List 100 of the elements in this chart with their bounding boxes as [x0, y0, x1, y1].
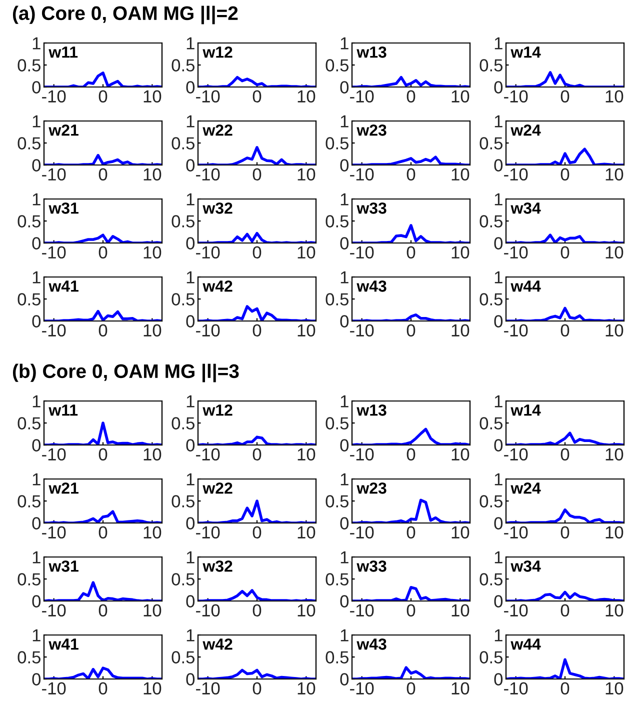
y-tick-label: 1 — [340, 193, 348, 206]
text: (a) Core 0, OAM MG |l|=2 — [12, 6, 238, 24]
x-tick-label: -10 — [42, 90, 66, 103]
x-tick-label: 10 — [298, 604, 316, 617]
y-tick-label: 1 — [340, 395, 348, 408]
x-tick-label: -10 — [196, 246, 220, 259]
y-tick-label: 1 — [186, 473, 194, 486]
y-tick-label: 0.5 — [326, 137, 348, 150]
y-tick-label: 1 — [32, 629, 40, 642]
y-tick-label: 0.5 — [326, 59, 348, 72]
y-tick-label: 0 — [494, 159, 503, 172]
x-tick-label: 0 — [406, 526, 416, 539]
x-tick-label: 10 — [452, 526, 470, 539]
x-tick-label: 10 — [606, 448, 624, 461]
chart-title: w31 — [48, 560, 78, 572]
x-tick-label: -10 — [42, 168, 66, 181]
chart-title: w24 — [510, 482, 541, 494]
chart-title: w24 — [510, 124, 541, 136]
x-tick-label: 10 — [144, 90, 162, 103]
chart-title: w11 — [48, 404, 78, 416]
x-tick-label: 10 — [452, 682, 470, 695]
x-tick-label: 10 — [144, 448, 162, 461]
y-tick-label: 1 — [32, 551, 40, 564]
y-tick-label: 0.5 — [172, 137, 194, 150]
chart-title: w23 — [356, 124, 386, 136]
x-tick-label: -10 — [504, 448, 528, 461]
y-tick-label: 0.5 — [18, 137, 40, 150]
x-tick-label: 10 — [606, 168, 624, 181]
y-tick-label: 0 — [494, 673, 503, 686]
x-tick-label: 10 — [144, 246, 162, 259]
chart-title: w33 — [356, 560, 386, 572]
x-tick-label: 0 — [406, 604, 416, 617]
chart-title: w22 — [202, 482, 232, 494]
x-tick-label: 10 — [144, 682, 162, 695]
x-tick-label: 0 — [252, 682, 262, 695]
x-tick-label: 10 — [606, 324, 624, 337]
y-tick-label: 0 — [494, 595, 503, 608]
y-tick-label: 1 — [494, 115, 502, 128]
y-tick-label: 0 — [186, 595, 195, 608]
x-tick-label: 0 — [98, 168, 108, 181]
x-tick-label: -10 — [350, 682, 374, 695]
y-tick-label: 0.5 — [326, 215, 348, 228]
y-tick-label: 0.5 — [480, 293, 502, 306]
y-tick-label: 0 — [186, 237, 195, 250]
y-tick-label: 0 — [32, 237, 41, 250]
y-tick-label: 1 — [494, 37, 502, 50]
x-tick-label: 10 — [606, 526, 624, 539]
chart-title: w41 — [48, 280, 78, 292]
y-tick-label: 0.5 — [326, 417, 348, 430]
x-tick-label: -10 — [42, 526, 66, 539]
x-tick-label: 0 — [98, 448, 108, 461]
y-tick-label: 0 — [494, 439, 503, 452]
x-tick-label: -10 — [504, 246, 528, 259]
x-tick-label: 10 — [452, 324, 470, 337]
x-tick-label: -10 — [504, 604, 528, 617]
y-tick-label: 0 — [32, 159, 41, 172]
y-tick-label: 0 — [340, 517, 349, 530]
x-tick-label: 0 — [560, 448, 570, 461]
chart-title: w14 — [510, 404, 541, 416]
x-tick-label: -10 — [504, 168, 528, 181]
x-tick-label: 0 — [560, 324, 570, 337]
x-tick-label: 10 — [298, 682, 316, 695]
x-tick-label: 0 — [560, 682, 570, 695]
y-tick-label: 1 — [32, 271, 40, 284]
chart-title: w13 — [356, 404, 386, 416]
x-tick-label: -10 — [196, 448, 220, 461]
y-tick-label: 0.5 — [480, 573, 502, 586]
chart-title: w42 — [202, 638, 232, 650]
x-tick-label: 0 — [98, 90, 108, 103]
chart-title: w21 — [48, 124, 78, 136]
x-tick-label: 0 — [252, 90, 262, 103]
chart-title: w34 — [510, 202, 541, 214]
x-tick-label: -10 — [196, 90, 220, 103]
y-tick-label: 0.5 — [480, 417, 502, 430]
chart-title: w43 — [356, 638, 386, 650]
x-tick-label: -10 — [196, 526, 220, 539]
y-tick-label: 1 — [32, 115, 40, 128]
x-tick-label: -10 — [504, 324, 528, 337]
chart-title: w22 — [202, 124, 232, 136]
x-tick-label: -10 — [196, 324, 220, 337]
y-tick-label: 0 — [32, 517, 41, 530]
y-tick-label: 0 — [186, 439, 195, 452]
x-tick-label: -10 — [350, 90, 374, 103]
y-tick-label: 0.5 — [18, 215, 40, 228]
y-tick-label: 0 — [340, 81, 349, 94]
y-tick-label: 0.5 — [172, 495, 194, 508]
y-tick-label: 1 — [340, 551, 348, 564]
x-tick-label: 0 — [406, 448, 416, 461]
y-tick-label: 1 — [494, 395, 502, 408]
x-tick-label: 10 — [606, 682, 624, 695]
chart-title: w33 — [356, 202, 386, 214]
chart-title: w11 — [48, 46, 78, 58]
x-tick-label: 10 — [606, 246, 624, 259]
y-tick-label: 1 — [494, 551, 502, 564]
y-tick-label: 1 — [32, 193, 40, 206]
y-tick-label: 1 — [340, 629, 348, 642]
y-tick-label: 1 — [494, 193, 502, 206]
y-tick-label: 0 — [186, 315, 195, 328]
x-tick-label: 10 — [606, 604, 624, 617]
y-tick-label: 0.5 — [172, 651, 194, 664]
